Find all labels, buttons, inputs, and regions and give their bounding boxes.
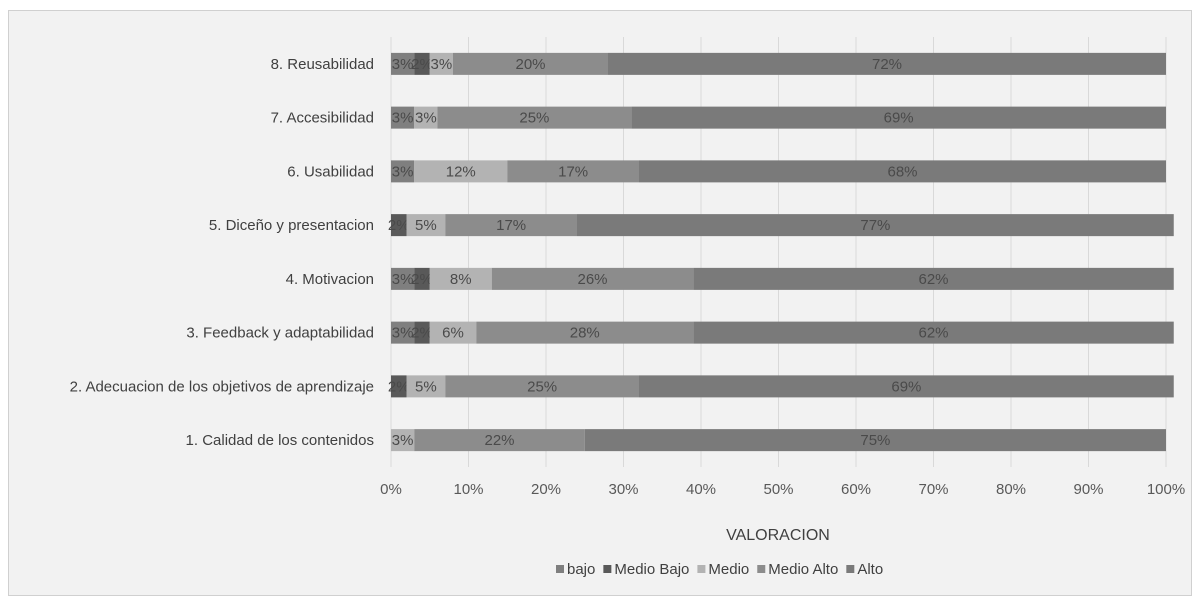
bar-segment [577,214,1174,237]
bar-segment [445,375,639,398]
bar-segment [491,267,694,290]
legend-label: Medio Alto [768,561,838,578]
bar-segment [391,267,415,290]
data-label: 28% [570,325,600,342]
x-tick-label: 10% [453,481,483,498]
data-label: 3% [392,432,414,449]
data-label: 2% [411,56,433,73]
data-label: 2% [411,271,433,288]
data-label: 25% [519,110,549,127]
bar-segment [406,214,446,237]
bar-segment [391,52,415,75]
bar-segment [414,429,585,452]
data-label: 69% [891,378,921,395]
bar-segment [414,267,430,290]
data-label: 8% [450,271,472,288]
category-label: 3. Feedback y adaptabilidad [186,325,374,342]
bar-segment [608,52,1166,75]
x-tick-label: 60% [841,481,871,498]
data-label: 2% [411,325,433,342]
bar-segment [584,429,1166,452]
data-label: 62% [918,325,948,342]
bar-segment [507,160,639,183]
bar-segment [391,214,407,237]
bar-segment [429,321,477,344]
data-label: 26% [577,271,607,288]
x-tick-label: 80% [996,481,1026,498]
data-label: 3% [392,56,414,73]
data-label: 72% [872,56,902,73]
bar-segment [445,214,577,237]
data-label: 3% [431,56,453,73]
bar-segment [391,160,415,183]
data-label: 22% [484,432,514,449]
legend-swatch [697,565,706,573]
data-label: 2% [388,217,410,234]
bar-segment [453,52,608,75]
bar-segment [437,106,632,129]
legend-label: Medio [708,561,749,578]
x-tick-label: 30% [608,481,638,498]
legend-swatch [556,565,564,573]
legend-label: Medio Bajo [614,561,689,578]
x-tick-label: 20% [531,481,561,498]
bar-segment [693,321,1174,344]
x-tick-label: 90% [1073,481,1103,498]
bar-segment [414,321,430,344]
category-label: 8. Reusabilidad [271,56,374,73]
legend-swatch [846,565,855,573]
data-label: 2% [388,378,410,395]
data-label: 17% [558,163,588,180]
bar-segment [414,160,508,183]
bar-segment [639,375,1174,398]
data-label: 3% [392,110,414,127]
bar-segment [406,375,446,398]
x-tick-label: 70% [918,481,948,498]
legend-label: Alto [857,561,883,578]
category-label: 2. Adecuacion de los objetivos de aprend… [70,378,374,395]
data-label: 62% [918,271,948,288]
bar-segment [414,52,430,75]
bar-segment [429,52,453,75]
data-label: 5% [415,378,437,395]
bar-segment [631,106,1166,129]
data-label: 3% [392,325,414,342]
legend-label: bajo [567,561,595,578]
data-label: 69% [884,110,914,127]
bar-segment [476,321,694,344]
data-label: 77% [860,217,890,234]
bar-segment [639,160,1166,183]
x-axis-title: VALORACION [726,527,830,544]
bar-segment [391,429,415,452]
data-label: 17% [496,217,526,234]
bar-segment [429,267,492,290]
data-label: 68% [887,163,917,180]
bar-segment [391,321,415,344]
category-label: 4. Motivacion [286,271,374,288]
data-label: 6% [442,325,464,342]
legend-swatch [603,565,612,573]
bar-segment [693,267,1174,290]
x-tick-label: 40% [686,481,716,498]
x-tick-label: 0% [380,481,402,498]
data-label: 12% [446,163,476,180]
category-label: 1. Calidad de los contenidos [186,432,374,449]
data-label: 3% [392,163,414,180]
data-label: 3% [415,110,437,127]
category-label: 7. Accesibilidad [271,110,374,127]
x-tick-label: 100% [1147,481,1185,498]
bar-segment [391,106,415,129]
category-label: 6. Usabilidad [287,163,374,180]
x-tick-label: 50% [763,481,793,498]
bar-segment [414,106,438,129]
category-label: 5. Diceño y presentacion [209,217,374,234]
bar-segment [391,375,407,398]
data-label: 20% [515,56,545,73]
data-label: 25% [527,378,557,395]
legend-swatch [757,565,766,573]
data-label: 75% [860,432,890,449]
data-label: 5% [415,217,437,234]
data-label: 3% [392,271,414,288]
